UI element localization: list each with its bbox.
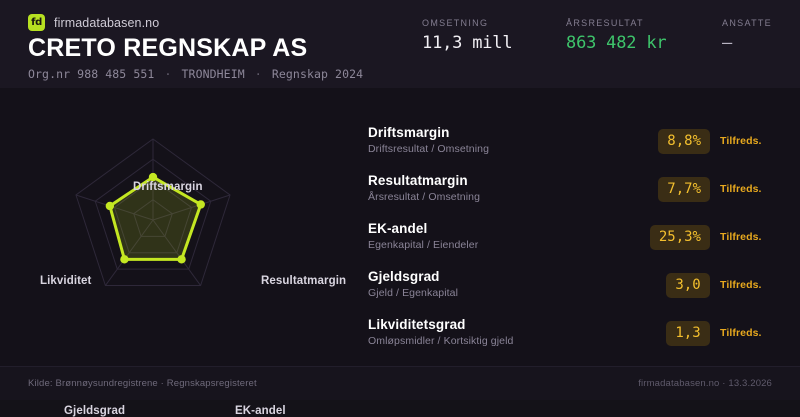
radar-grid-ring (113, 178, 193, 254)
metric-text: Driftsmargin Driftsresultat / Omsetning (368, 125, 490, 156)
metric-right: 1,3 Tilfreds. (666, 320, 778, 346)
firmadatabasen-logo-icon: fd (28, 14, 45, 31)
stat-omsetning: OMSETNING 11,3 mill (422, 18, 540, 52)
metric-name: Gjeldsgrad (368, 269, 440, 285)
metric-value-badge: 1,3 (666, 320, 710, 346)
radar-data-point (148, 172, 158, 182)
metric-status-badge: Tilfreds. (720, 279, 762, 291)
radar-data-points (105, 172, 205, 264)
radar-axis-label-driftsmargin: Driftsmargin (133, 181, 203, 193)
metric-formula: Omløpsmidler / Kortsiktig gjeld (368, 335, 514, 348)
metric-formula: Gjeld / Egenkapital (368, 287, 459, 300)
metric-right: 8,8% Tilfreds. (658, 128, 778, 154)
company-org-nr: Org.nr 988 485 551 (28, 67, 155, 82)
meta-separator-2: · (254, 67, 262, 82)
stat-arsresultat: ÅRSRESULTAT 863 482 kr (566, 18, 696, 52)
stat-arsresultat-value: 863 482 kr (566, 33, 667, 53)
stat-omsetning-label: OMSETNING (422, 18, 489, 28)
radar-data-point (120, 255, 129, 264)
company-period: Regnskap 2024 (271, 67, 364, 82)
metric-row-resultatmargin[interactable]: Resultatmargin Årsresultat / Omsetning 7… (368, 172, 778, 206)
metric-status-badge: Tilfreds. (720, 231, 762, 243)
footer-attribution: firmadatabasen.no · 13.3.2026 (638, 378, 772, 389)
metric-text: EK-andel Egenkapital / Eiendeler (368, 221, 479, 252)
radar-axis-label-likviditet: Likviditet (40, 275, 92, 287)
company-name: CRETO REGNSKAP AS (28, 34, 308, 62)
metric-value-badge: 8,8% (658, 128, 710, 154)
metric-right: 3,0 Tilfreds. (666, 272, 778, 298)
radar-chart (75, 138, 231, 287)
metric-formula: Årsresultat / Omsetning (368, 191, 481, 204)
stat-omsetning-value: 11,3 mill (422, 33, 513, 53)
card-header: fd firmadatabasen.no CRETO REGNSKAP AS O… (0, 0, 800, 88)
company-city: TRONDHEIM (181, 67, 245, 82)
metric-formula: Driftsresultat / Omsetning (368, 143, 490, 156)
metric-status-badge: Tilfreds. (720, 135, 762, 147)
radar-chart-pane: Driftsmargin Resultatmargin EK-andel Gje… (0, 88, 368, 417)
card-footer: Kilde: Brønnøysundregistrene · Regnskaps… (0, 366, 800, 400)
radar-data-point (105, 201, 115, 211)
metric-status-badge: Tilfreds. (720, 327, 762, 339)
meta-separator-1: · (164, 67, 172, 82)
radar-axis-label-resultatmargin: Resultatmargin (261, 275, 347, 287)
metric-text: Likviditetsgrad Omløpsmidler / Kortsikti… (368, 317, 514, 348)
brand-row[interactable]: fd firmadatabasen.no (28, 14, 363, 31)
radar-series-area (108, 175, 203, 261)
metric-row-ek-andel[interactable]: EK-andel Egenkapital / Eiendeler 25,3% T… (368, 220, 778, 254)
metric-name: Resultatmargin (368, 173, 468, 189)
radar-spoke (104, 219, 154, 286)
metric-right: 7,7% Tilfreds. (658, 176, 778, 202)
metric-name: EK-andel (368, 221, 428, 237)
card-body: Driftsmargin Resultatmargin EK-andel Gje… (0, 88, 800, 417)
header-identity-block: fd firmadatabasen.no CRETO REGNSKAP AS O… (28, 14, 363, 81)
radar-grid-ring (75, 138, 231, 287)
radar-axis-label-gjeldsgrad: Gjeldsgrad (64, 405, 126, 417)
stat-arsresultat-label: ÅRSRESULTAT (566, 18, 644, 28)
metric-text: Resultatmargin Årsresultat / Omsetning (368, 173, 481, 204)
radar-grid (75, 138, 231, 287)
stat-ansatte: ANSATTE – (722, 18, 772, 52)
footer-source: Kilde: Brønnøysundregistrene · Regnskaps… (28, 378, 257, 389)
metric-value-badge: 3,0 (666, 272, 710, 298)
metric-row-likviditetsgrad[interactable]: Likviditetsgrad Omløpsmidler / Kortsikti… (368, 316, 778, 350)
metric-row-gjeldsgrad[interactable]: Gjeldsgrad Gjeld / Egenkapital 3,0 Tilfr… (368, 268, 778, 302)
brand-site-name: firmadatabasen.no (54, 15, 160, 30)
radar-data-point (196, 200, 205, 209)
metric-text: Gjeldsgrad Gjeld / Egenkapital (368, 269, 459, 300)
metrics-list: Driftsmargin Driftsresultat / Omsetning … (368, 88, 800, 366)
radar-grid-ring (133, 199, 173, 237)
metric-formula: Egenkapital / Eiendeler (368, 239, 479, 252)
metric-name: Likviditetsgrad (368, 317, 466, 333)
metric-right: 25,3% Tilfreds. (649, 224, 778, 250)
radar-grid-ring (94, 158, 212, 270)
radar-data-point (177, 255, 186, 264)
metric-row-driftsmargin[interactable]: Driftsmargin Driftsresultat / Omsetning … (368, 124, 778, 158)
metric-value-badge: 7,7% (658, 176, 710, 202)
stat-ansatte-label: ANSATTE (722, 18, 772, 28)
radar-spoke (152, 219, 202, 286)
stat-ansatte-value: – (722, 33, 733, 53)
metric-status-badge: Tilfreds. (720, 183, 762, 195)
metric-name: Driftsmargin (368, 125, 450, 141)
header-kpi-stats: OMSETNING 11,3 mill ÅRSRESULTAT 863 482 … (422, 14, 772, 52)
radar-spoke (75, 194, 154, 221)
company-meta-line: Org.nr 988 485 551 · TRONDHEIM · Regnska… (28, 67, 363, 81)
radar-axis-label-ek-andel: EK-andel (235, 405, 286, 417)
radar-spoke (152, 194, 231, 221)
metric-value-badge: 25,3% (649, 224, 710, 250)
